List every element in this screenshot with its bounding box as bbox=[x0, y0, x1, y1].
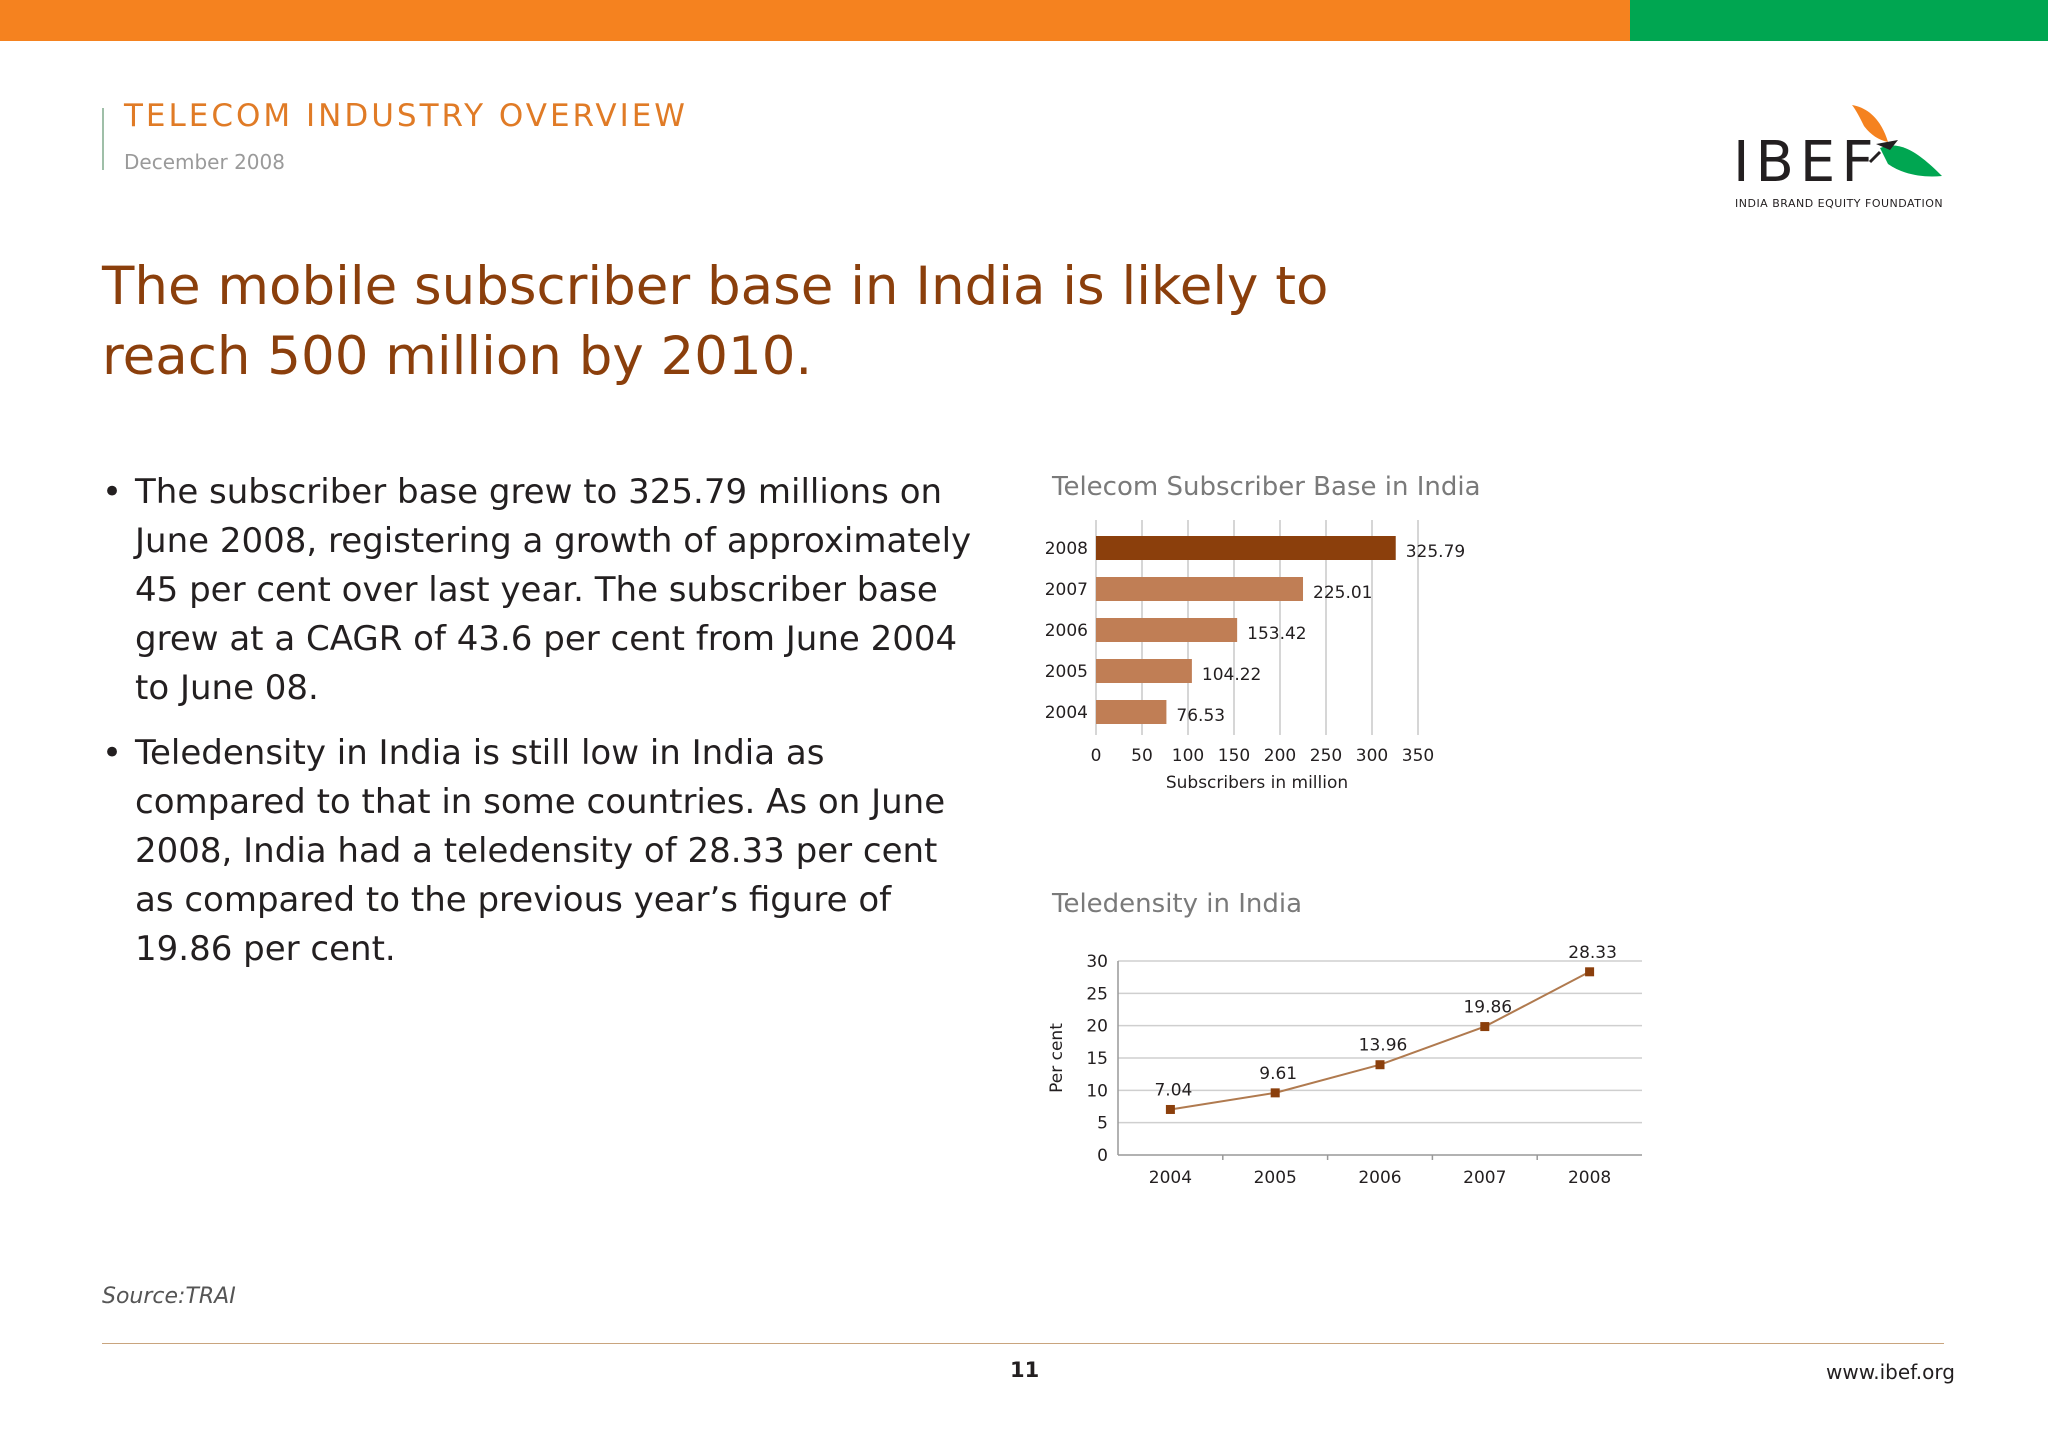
bar bbox=[1096, 700, 1167, 724]
top-color-bar bbox=[0, 0, 2048, 41]
data-label: 13.96 bbox=[1359, 1036, 1408, 1056]
x-tick-label: 2008 bbox=[1568, 1168, 1611, 1188]
y-tick-label: 15 bbox=[1086, 1049, 1108, 1069]
x-tick-label: 2006 bbox=[1358, 1168, 1401, 1188]
teledensity-line-chart: 0 5 10 15 20 25 30 7.04 2004 9.61 2005 13.96 2006 19.… bbox=[1047, 945, 1642, 1188]
x-tick-label: 100 bbox=[1172, 746, 1204, 766]
y-tick-label: 10 bbox=[1086, 1081, 1108, 1101]
section-kicker: TELECOM INDUSTRY OVERVIEW bbox=[124, 98, 688, 134]
data-label: 225.01 bbox=[1313, 583, 1372, 603]
page-headline: The mobile subscriber base in India is l… bbox=[102, 256, 1329, 387]
y-axis-label: Per cent bbox=[1047, 1023, 1067, 1093]
data-point bbox=[1270, 1088, 1280, 1098]
header-divider bbox=[102, 108, 104, 170]
logo-wordmark: IBEF bbox=[1733, 130, 1880, 195]
x-tick-label: 2005 bbox=[1254, 1168, 1297, 1188]
bar bbox=[1096, 618, 1238, 642]
bullet-item: The subscriber base grew to 325.79 milli… bbox=[102, 468, 982, 713]
y-tick-label: 2005 bbox=[1045, 662, 1088, 682]
x-tick-label: 2004 bbox=[1149, 1168, 1192, 1188]
ibef-bird-icon bbox=[1852, 105, 1942, 177]
page-number: 11 bbox=[1010, 1358, 1040, 1382]
data-label: 76.53 bbox=[1176, 706, 1225, 726]
x-axis-label: Subscribers in million bbox=[1166, 773, 1348, 793]
x-tick-label: 0 bbox=[1091, 746, 1102, 766]
teledensity-chart-title: Teledensity in India bbox=[1052, 889, 1303, 919]
bar bbox=[1096, 577, 1304, 601]
bullet-item: Teledensity in India is still low in Ind… bbox=[102, 729, 982, 974]
website-link[interactable]: www.ibef.org bbox=[1826, 1360, 1955, 1384]
y-tick-label: 0 bbox=[1097, 1146, 1108, 1166]
data-label: 325.79 bbox=[1406, 542, 1465, 562]
data-point bbox=[1585, 967, 1595, 977]
x-tick-label: 250 bbox=[1310, 746, 1342, 766]
y-tick-label: 30 bbox=[1086, 952, 1108, 972]
data-label: 104.22 bbox=[1202, 665, 1261, 685]
y-tick-label: 2006 bbox=[1045, 621, 1088, 641]
bar bbox=[1096, 536, 1396, 560]
y-tick-label: 2004 bbox=[1045, 703, 1088, 723]
y-tick-label: 25 bbox=[1086, 984, 1108, 1004]
logo-subtitle: INDIA BRAND EQUITY FOUNDATION bbox=[1735, 197, 1944, 210]
report-date: December 2008 bbox=[124, 150, 285, 174]
y-tick-label: 2008 bbox=[1045, 539, 1088, 559]
x-tick-label: 350 bbox=[1402, 746, 1434, 766]
data-label: 19.86 bbox=[1463, 998, 1512, 1018]
data-point bbox=[1375, 1060, 1385, 1070]
x-tick-label: 150 bbox=[1218, 746, 1250, 766]
subscriber-bar-chart: 0 50 100 150 200 250 300 350 2008 325.79 2007 225.0… bbox=[1045, 520, 1465, 793]
data-label: 153.42 bbox=[1247, 624, 1306, 644]
subscriber-chart-title: Telecom Subscriber Base in India bbox=[1052, 472, 1481, 502]
x-tick-label: 200 bbox=[1264, 746, 1296, 766]
bullet-list: The subscriber base grew to 325.79 milli… bbox=[102, 468, 982, 990]
y-tick-label: 2007 bbox=[1045, 580, 1088, 600]
data-label: 28.33 bbox=[1568, 945, 1617, 963]
x-tick-label: 300 bbox=[1356, 746, 1388, 766]
data-point bbox=[1165, 1104, 1175, 1114]
y-tick-label: 5 bbox=[1097, 1114, 1108, 1134]
top-bar-green bbox=[1630, 0, 2048, 41]
bar bbox=[1096, 659, 1192, 683]
top-bar-orange bbox=[0, 0, 1630, 41]
x-tick-label: 2007 bbox=[1463, 1168, 1506, 1188]
x-tick-label: 50 bbox=[1131, 746, 1153, 766]
source-note: Source:TRAI bbox=[102, 1284, 236, 1309]
data-point bbox=[1480, 1022, 1490, 1032]
y-tick-label: 20 bbox=[1086, 1017, 1108, 1037]
data-label: 7.04 bbox=[1154, 1080, 1192, 1100]
data-label: 9.61 bbox=[1259, 1064, 1297, 1084]
footer-divider bbox=[102, 1343, 1944, 1344]
